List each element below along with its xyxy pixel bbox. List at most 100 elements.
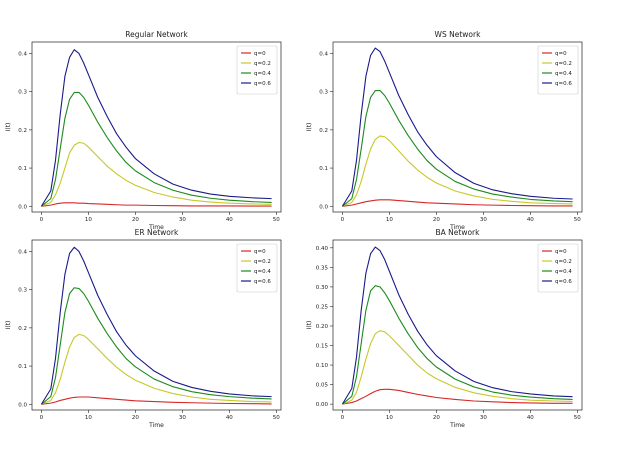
x-tick-label: 0 bbox=[40, 415, 44, 421]
y-axis-label: I(t) bbox=[5, 123, 12, 132]
series-line-q=0.2 bbox=[342, 135, 573, 207]
legend-entry: q=0 bbox=[254, 51, 266, 57]
legend-entry: q=0 bbox=[254, 249, 266, 255]
x-axis-label: Time bbox=[449, 422, 465, 429]
legend-entry: q=0.6 bbox=[555, 81, 572, 87]
x-tick-label: 40 bbox=[527, 217, 534, 223]
legend-box bbox=[236, 45, 278, 95]
y-tick-label: 0.4 bbox=[18, 51, 27, 57]
axes-frame bbox=[31, 41, 282, 213]
series-line-q=0.6 bbox=[341, 246, 573, 405]
x-tick-label: 0 bbox=[341, 217, 345, 223]
y-tick-label: 0.3 bbox=[319, 90, 328, 96]
legend-box bbox=[236, 243, 278, 293]
x-tick-label: 10 bbox=[85, 217, 92, 223]
x-tick-label: 30 bbox=[179, 415, 186, 421]
y-tick-label: 0.2 bbox=[319, 128, 328, 134]
x-tick-label: 20 bbox=[132, 217, 139, 223]
x-tick-label: 50 bbox=[273, 217, 280, 223]
legend: q=0 q=0.2 q=0.4 q=0.6 bbox=[236, 45, 278, 95]
series-line-q=0.4 bbox=[41, 287, 272, 405]
x-tick-label: 30 bbox=[480, 217, 487, 223]
y-tick-label: 0.15 bbox=[316, 344, 329, 350]
x-tick-label: 10 bbox=[386, 217, 393, 223]
legend: q=0 q=0.2 q=0.4 q=0.6 bbox=[236, 243, 278, 293]
series-line-q=0.6 bbox=[40, 246, 272, 405]
legend: q=0 q=0.2 q=0.4 q=0.6 bbox=[537, 243, 579, 293]
y-tick-label: 0.4 bbox=[319, 51, 328, 57]
legend-entry: q=0.4 bbox=[254, 71, 271, 77]
y-tick-label: 0.1 bbox=[18, 364, 27, 370]
y-tick-label: 0.3 bbox=[18, 90, 27, 96]
x-tick-label: 0 bbox=[341, 415, 345, 421]
x-tick-label: 30 bbox=[179, 217, 186, 223]
x-tick-label: 20 bbox=[433, 415, 440, 421]
y-tick-label: 0.2 bbox=[18, 326, 27, 332]
legend-entry: q=0.2 bbox=[254, 61, 271, 67]
x-axis-label: Time bbox=[148, 422, 164, 429]
chart-title: BA Network bbox=[436, 228, 481, 237]
y-tick-label: 0.40 bbox=[316, 246, 329, 252]
legend-box bbox=[537, 243, 579, 293]
legend-box bbox=[537, 45, 579, 95]
y-tick-label: 0.1 bbox=[18, 166, 27, 172]
x-tick-label: 10 bbox=[386, 415, 393, 421]
subplot-4: BA Network 0 10 20 30 40 50 0.00 0.05 0.10 0.15 0.2… bbox=[306, 228, 583, 429]
y-tick-label: 0.25 bbox=[316, 304, 329, 310]
y-tick-label: 0.0 bbox=[18, 204, 27, 210]
y-tick-label: 0.05 bbox=[316, 383, 329, 389]
y-tick-label: 0.3 bbox=[18, 288, 27, 294]
x-tick-label: 40 bbox=[226, 217, 233, 223]
x-tick-label: 0 bbox=[40, 217, 44, 223]
y-tick-label: 0.2 bbox=[18, 128, 27, 134]
legend-entry: q=0.6 bbox=[254, 81, 271, 87]
x-axis-label: Time bbox=[449, 224, 465, 231]
series-line-q=0 bbox=[41, 396, 272, 405]
y-tick-label: 0.30 bbox=[316, 285, 329, 291]
x-tick-label: 50 bbox=[574, 415, 581, 421]
x-axis-label: Time bbox=[148, 224, 164, 231]
y-tick-label: 0.1 bbox=[319, 166, 328, 172]
x-tick-label: 30 bbox=[480, 415, 487, 421]
legend-entry: q=0.4 bbox=[555, 269, 572, 275]
x-tick-label: 20 bbox=[132, 415, 139, 421]
y-tick-label: 0.0 bbox=[319, 204, 328, 210]
y-tick-label: 0.35 bbox=[316, 265, 329, 271]
series-line-q=0.2 bbox=[342, 330, 573, 405]
series-line-q=0.4 bbox=[41, 91, 272, 207]
subplot-2: WS Network 0 10 20 30 40 50 0.0 0.1 0.2 0.3 0.4 Time… bbox=[306, 30, 583, 231]
y-axis-label: I(t) bbox=[306, 123, 313, 132]
chart-title: ER Network bbox=[135, 228, 179, 237]
series-line-q=0.6 bbox=[40, 49, 272, 207]
legend-entry: q=0.2 bbox=[254, 259, 271, 265]
legend-entry: q=0 bbox=[555, 249, 567, 255]
x-tick-label: 50 bbox=[574, 217, 581, 223]
y-axis-label: I(t) bbox=[5, 321, 12, 330]
y-tick-label: 0.20 bbox=[316, 324, 329, 330]
series-line-q=0.4 bbox=[342, 89, 573, 207]
legend-entry: q=0.4 bbox=[555, 71, 572, 77]
series-line-q=0.2 bbox=[41, 333, 272, 405]
y-tick-label: 0.00 bbox=[316, 402, 329, 408]
x-tick-label: 40 bbox=[527, 415, 534, 421]
y-tick-label: 0.10 bbox=[316, 363, 329, 369]
series-line-q=0 bbox=[41, 202, 272, 207]
legend-entry: q=0.6 bbox=[555, 279, 572, 285]
subplot-3: ER Network 0 10 20 30 40 50 0.0 0.1 0.2 0.3 0.4 Time… bbox=[5, 228, 282, 429]
x-tick-label: 20 bbox=[433, 217, 440, 223]
axes-frame bbox=[332, 239, 583, 411]
series-line-q=0.2 bbox=[41, 141, 272, 207]
x-tick-label: 10 bbox=[85, 415, 92, 421]
axes-frame bbox=[31, 239, 282, 411]
series-line-q=0.6 bbox=[341, 47, 573, 207]
x-tick-label: 40 bbox=[226, 415, 233, 421]
axes-frame bbox=[332, 41, 583, 213]
legend-entry: q=0.2 bbox=[555, 61, 572, 67]
y-tick-label: 0.4 bbox=[18, 249, 27, 255]
legend-entry: q=0.6 bbox=[254, 279, 271, 285]
series-line-q=0 bbox=[342, 388, 573, 405]
legend-entry: q=0.2 bbox=[555, 259, 572, 265]
chart-title: WS Network bbox=[435, 30, 482, 39]
